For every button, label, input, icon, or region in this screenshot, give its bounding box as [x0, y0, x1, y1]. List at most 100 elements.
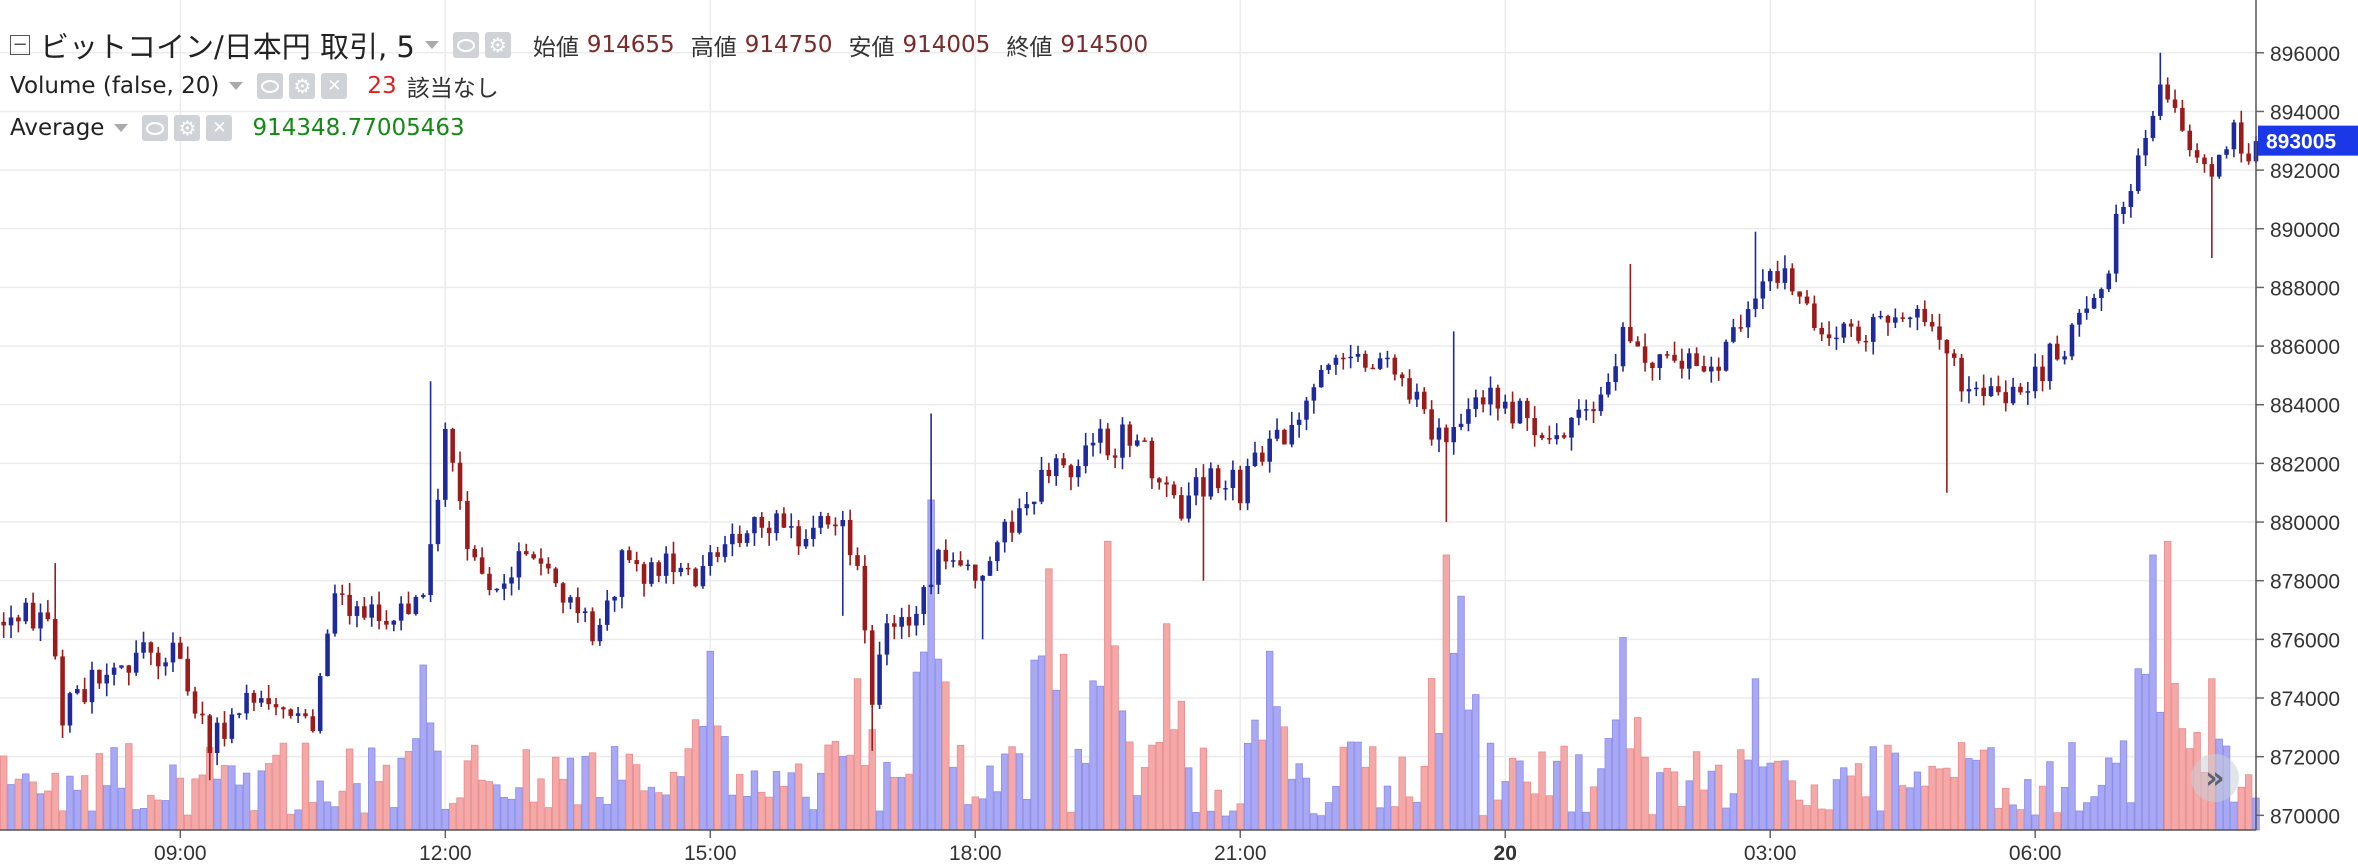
candle-body [200, 713, 205, 716]
volume-bar [677, 776, 685, 831]
gear-icon[interactable] [174, 115, 201, 141]
volume-bar [1508, 757, 1517, 831]
volume-bar [1840, 767, 1848, 831]
volume-bar [1685, 780, 1693, 831]
average-title[interactable]: Average [10, 115, 105, 141]
close-icon[interactable] [321, 73, 348, 99]
volume-bar [2053, 812, 2061, 831]
volume-bar [1560, 745, 1568, 831]
candle-body [1083, 445, 1088, 467]
volume-bar [1825, 809, 1833, 831]
volume-bar [633, 764, 641, 831]
volume-bar [1670, 771, 1679, 831]
candle-body [310, 716, 316, 732]
volume-bar [1118, 710, 1127, 831]
volume-bar [1464, 709, 1473, 831]
volume-bar [485, 781, 494, 831]
candle-body [413, 596, 419, 615]
volume-bar [647, 786, 656, 831]
candle-body [833, 524, 838, 527]
candle-body [538, 558, 544, 564]
volume-bar [743, 795, 751, 831]
candle-body [1090, 442, 1096, 446]
volume-bar [434, 750, 442, 831]
candle-body [1031, 501, 1037, 505]
gear-icon[interactable] [289, 73, 316, 99]
x-axis-tick-label: 09:00 [154, 842, 207, 865]
candle-body [354, 606, 360, 616]
volume-bar [1538, 751, 1546, 831]
volume-bar [0, 755, 8, 831]
volume-bar [772, 771, 781, 831]
symbol-title[interactable]: ビットコイン/日本円 取引, 5 [40, 30, 415, 64]
chevron-down-icon[interactable] [114, 124, 129, 132]
candle-body [1318, 369, 1324, 388]
candle-body [2010, 386, 2016, 404]
volume-title[interactable]: Volume (false, 20) [10, 73, 220, 99]
candle-body [987, 561, 993, 576]
candle-body [715, 552, 720, 557]
chevron-down-icon[interactable] [229, 82, 244, 90]
volume-bar [2178, 728, 2187, 831]
candle-body [1804, 296, 1810, 304]
candle-body [1878, 315, 1883, 318]
volume-bar [264, 763, 273, 831]
volume-bar [1037, 655, 1046, 831]
candle-body [1304, 400, 1309, 420]
eye-icon[interactable] [452, 32, 479, 58]
candle-body [214, 722, 220, 754]
volume-bar [1707, 770, 1716, 831]
eye-icon[interactable] [257, 73, 284, 99]
candle-body [119, 665, 124, 668]
volume-bar [993, 791, 1002, 831]
gear-icon[interactable] [484, 32, 511, 58]
candle-body [1988, 386, 1994, 397]
volume-bar [824, 744, 832, 831]
volume-bar [1346, 741, 1355, 831]
collapse-legend-icon[interactable]: − [10, 35, 30, 55]
chevron-down-icon[interactable] [424, 41, 439, 49]
close-icon[interactable] [206, 115, 233, 141]
volume-bar [1899, 785, 1907, 831]
volume-bar [1207, 810, 1215, 831]
volume-bar [1715, 764, 1723, 831]
candle-body [1738, 327, 1744, 329]
volume-bar [883, 762, 891, 831]
volume-bar [80, 775, 89, 831]
volume-bar [36, 793, 45, 831]
volume-bar [1243, 742, 1252, 831]
candle-body [1237, 469, 1243, 504]
candle-body [1848, 323, 1854, 327]
x-axis-tick-label: 06:00 [2009, 842, 2062, 865]
volume-bar [2127, 802, 2135, 831]
candle-body [1480, 397, 1486, 405]
candle-body [1105, 428, 1111, 456]
volume-bar [2230, 801, 2238, 831]
volume-bar [95, 753, 104, 831]
candle-body [2069, 324, 2075, 357]
scroll-to-latest-button[interactable]: » [2191, 754, 2239, 802]
volume-bar [640, 790, 648, 831]
volume-bar [2024, 779, 2032, 831]
candle-body [369, 604, 374, 618]
volume-bar [691, 719, 700, 831]
candle-body [737, 533, 743, 543]
candle-body [1583, 409, 1589, 411]
volume-bar [316, 780, 324, 831]
volume-bar [905, 773, 913, 831]
volume-bar [103, 785, 111, 831]
candle-body [1282, 429, 1287, 445]
x-axis-tick-label: 20 [1494, 842, 1517, 865]
volume-bar [1427, 678, 1436, 831]
eye-icon[interactable] [142, 115, 169, 141]
volume-bar [2186, 748, 2194, 831]
x-axis-tick-label: 21:00 [1214, 842, 1267, 865]
candle-body [906, 617, 912, 626]
candle-body [303, 713, 308, 717]
candle-body [914, 613, 919, 626]
volume-bar [1081, 762, 1090, 831]
volume-bar [588, 752, 597, 831]
candle-body [619, 550, 625, 597]
volume-bar [88, 810, 96, 831]
